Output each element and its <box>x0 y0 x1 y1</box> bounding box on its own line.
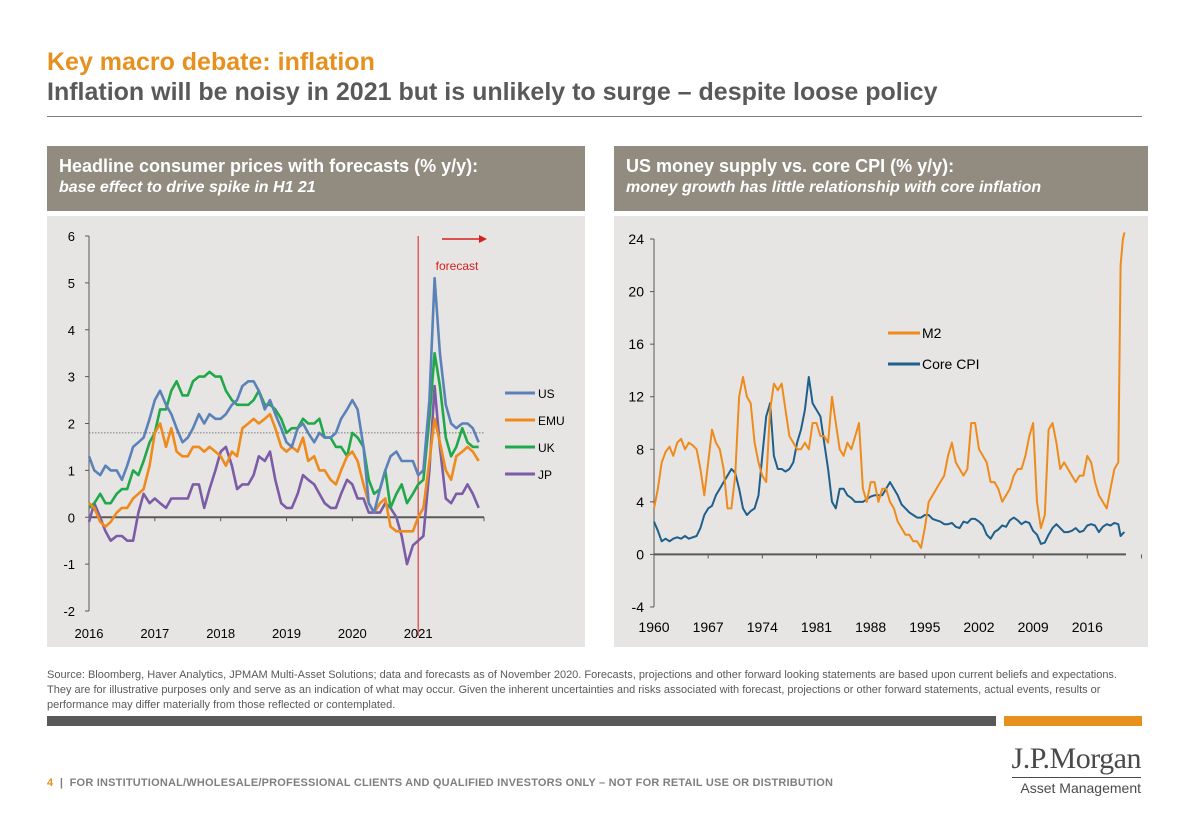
logo-main-text: J.P.Morgan <box>1011 742 1142 775</box>
y-tick-label: 16 <box>628 336 644 352</box>
series-line-us <box>87 276 480 514</box>
footer-disclaimer: 4 | FOR INSTITUTIONAL/WHOLESALE/PROFESSI… <box>47 777 833 789</box>
right-panel-subtitle: money growth has little relationship wit… <box>626 179 1042 196</box>
legend-label-jp: JP <box>538 468 552 482</box>
x-tick-label: 1988 <box>855 619 886 635</box>
right-chart-area: -4 0 4 8 12 16 20 24 1960 1967 1974 1981 1988 1995 200… <box>614 216 1148 647</box>
series-line-m2 <box>653 232 1126 549</box>
left-chart-area: -2 -1 0 1 2 3 4 5 6 2016 2017 2018 2019 2020 2021 forec… <box>47 216 585 647</box>
series-line-uk <box>88 351 479 510</box>
logo-divider <box>1011 777 1141 778</box>
footer-separator: | <box>59 777 64 789</box>
x-tick-label: 1974 <box>747 619 778 635</box>
y-tick-label: 24 <box>628 231 644 247</box>
right-panel-title: US money supply vs. core CPI (% y/y): <box>626 156 955 176</box>
x-tick-label: 2017 <box>140 626 169 641</box>
series-line-core-cpi <box>653 376 1126 545</box>
x-tick-label: 2018 <box>206 626 235 641</box>
x-tick-label: 2002 <box>963 619 994 635</box>
jpmorgan-logo: J.P.Morgan Asset Management <box>1011 742 1142 796</box>
x-tick-label: 2019 <box>272 626 301 641</box>
left-panel-title: Headline consumer prices with forecasts … <box>59 156 479 176</box>
series-line-jp <box>87 384 480 566</box>
x-tick-label: 2020 <box>338 626 367 641</box>
y-tick-label: 8 <box>636 441 644 457</box>
y-tick-label: 2 <box>68 417 75 432</box>
y-tick-label: 4 <box>68 323 75 338</box>
y-tick-label: 0 <box>636 546 644 562</box>
left-panel-header: Headline consumer prices with forecasts … <box>47 146 585 211</box>
x-tick-label: 2009 <box>1018 619 1049 635</box>
footer-bar-orange <box>1004 716 1142 726</box>
x-tick-label: 2016 <box>1072 619 1103 635</box>
x-tick-label: 2016 <box>75 626 104 641</box>
logo-sub-text: Asset Management <box>1020 780 1141 796</box>
left-panel-subtitle: base effect to drive spike in H1 21 <box>59 179 316 196</box>
y-tick-label: 5 <box>68 276 75 291</box>
footer-text: FOR INSTITUTIONAL/WHOLESALE/PROFESSIONAL… <box>69 777 834 789</box>
y-tick-label: -2 <box>63 604 75 619</box>
y-tick-label: -4 <box>632 599 645 615</box>
legend-label-core-cpi: Core CPI <box>922 356 980 372</box>
forecast-label: forecast <box>436 259 479 273</box>
legend-label-uk: UK <box>538 441 555 455</box>
y-tick-label: 6 <box>68 229 75 244</box>
header-rule <box>47 116 1142 117</box>
y-tick-label: 20 <box>628 284 644 300</box>
forecast-arrow-head <box>479 235 487 243</box>
y-tick-label: 1 <box>68 463 75 478</box>
footer-bar-gray <box>47 716 996 726</box>
x-tick-label: 1960 <box>638 619 669 635</box>
right-chart: -4 0 4 8 12 16 20 24 1960 1967 1974 1981 1988 1995 200… <box>628 231 1142 635</box>
y-tick-label: 12 <box>628 389 644 405</box>
right-panel-header: US money supply vs. core CPI (% y/y): mo… <box>614 146 1148 211</box>
y-tick-label: -1 <box>63 557 75 572</box>
title-primary: Key macro debate: inflation <box>47 48 375 76</box>
y-tick-label: 0 <box>68 510 75 525</box>
legend-label-m2: M2 <box>922 325 942 341</box>
legend-label-us: US <box>538 387 555 401</box>
y-tick-label: 4 <box>636 494 644 510</box>
y-tick-label: 3 <box>68 370 75 385</box>
title-secondary: Inflation will be noisy in 2021 but is u… <box>47 78 938 106</box>
legend-label-emu: EMU <box>538 414 565 428</box>
x-tick-label: 1995 <box>909 619 940 635</box>
page-number: 4 <box>47 777 54 789</box>
source-note: Source: Bloomberg, Haver Analytics, JPMA… <box>47 669 1117 711</box>
x-tick-label: 1967 <box>693 619 724 635</box>
x-tick-label: 1981 <box>801 619 832 635</box>
series-line-emu <box>88 412 480 533</box>
